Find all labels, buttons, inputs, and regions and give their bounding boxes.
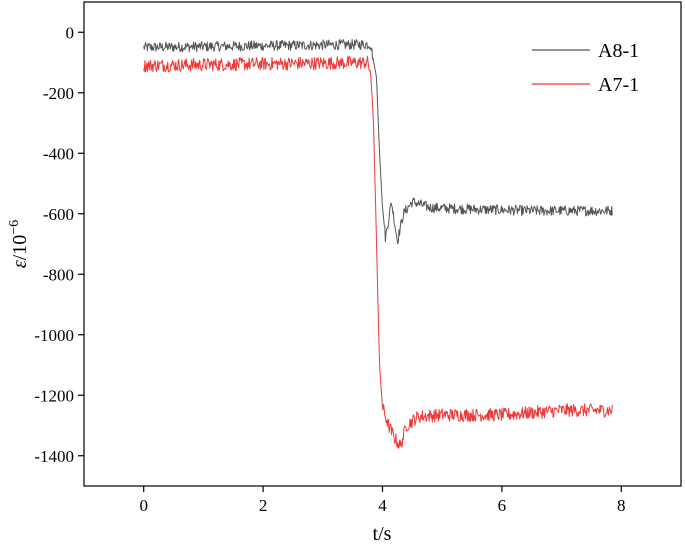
legend-label-a7-1: A7-1	[598, 74, 639, 96]
series-layer	[143, 39, 613, 449]
y-tick-label: -1400	[34, 447, 74, 466]
series-line-a7-1	[143, 55, 613, 449]
x-axis-title: t/s	[373, 523, 392, 545]
y-axis-title-unit: /10	[9, 235, 31, 261]
y-tick-label: -600	[43, 205, 74, 224]
y-tick-label: -800	[43, 265, 74, 284]
y-axis-title: ε/10−6	[7, 220, 31, 268]
y-axis-title-exponent: −6	[7, 220, 22, 235]
y-tick-label: 0	[66, 23, 75, 42]
series-line-a8-1	[143, 39, 613, 245]
x-tick-label: 4	[378, 496, 387, 515]
legend-label-a8-1: A8-1	[598, 40, 639, 62]
x-axis-ticks: 0 2 4 6 8	[139, 486, 626, 515]
y-tick-label: -400	[43, 144, 74, 163]
plot-frame	[83, 1, 682, 487]
x-tick-label: 2	[259, 496, 268, 515]
y-tick-label: -1000	[34, 326, 74, 345]
legend: A8-1 A7-1	[532, 40, 639, 96]
y-tick-label: -1200	[34, 386, 74, 405]
x-tick-label: 0	[139, 496, 148, 515]
y-tick-label: -200	[43, 84, 74, 103]
x-tick-label: 6	[498, 496, 507, 515]
y-axis-ticks: 0 -200 -400 -600 -800 -1000 -1200 -1400	[34, 23, 84, 466]
y-axis-title-symbol: ε	[9, 260, 31, 268]
x-tick-label: 8	[617, 496, 626, 515]
